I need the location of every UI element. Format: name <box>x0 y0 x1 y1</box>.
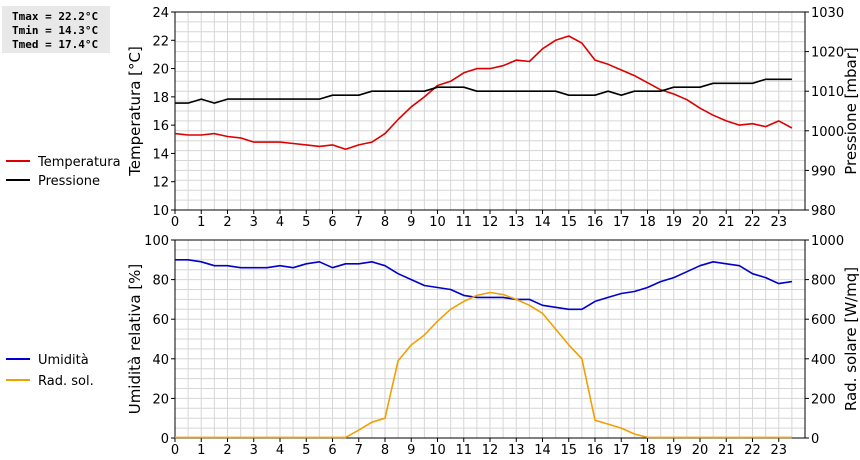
bottom-x-tick-label: 4 <box>276 443 284 458</box>
bottom-y-tick-label: 40 <box>152 353 169 368</box>
bottom-x-tick-label: 6 <box>328 443 336 458</box>
top-x-tick-label: 4 <box>276 215 284 230</box>
bottom-x-tick-label: 2 <box>223 443 231 458</box>
bottom-x-tick-label: 17 <box>613 443 630 458</box>
bottom-x-tick-label: 13 <box>508 443 525 458</box>
bottom-x-tick-label: 0 <box>171 443 179 458</box>
top-y-tick-label: 20 <box>152 63 169 78</box>
top-x-tick-label: 6 <box>328 215 336 230</box>
top-x-tick-label: 9 <box>407 215 415 230</box>
bottom-y2-tick-label: 600 <box>811 313 836 328</box>
top-y-tick-label: 16 <box>152 119 169 134</box>
stats-box: Tmax = 22.2°C Tmin = 14.3°C Tmed = 17.4°… <box>2 6 110 53</box>
bottom-x-tick-label: 10 <box>429 443 446 458</box>
top-y2-tick-label: 980 <box>811 204 836 219</box>
bottom-x-tick-label: 19 <box>665 443 682 458</box>
top-x-tick-label: 0 <box>171 215 179 230</box>
bottom-x-tick-label: 8 <box>381 443 389 458</box>
bottom-y2-tick-label: 200 <box>811 392 836 407</box>
top-x-tick-label: 1 <box>197 215 205 230</box>
tmax-label: Tmax = 22.2°C <box>12 10 99 23</box>
top-x-tick-label: 23 <box>770 215 787 230</box>
bottom-x-tick-label: 22 <box>744 443 761 458</box>
series-line-temperatura <box>174 35 793 150</box>
bottom-y-tick-label: 0 <box>161 432 169 447</box>
bottom-x-tick-label: 11 <box>455 443 472 458</box>
top-x-tick-label: 22 <box>744 215 761 230</box>
top-x-tick-label: 7 <box>355 215 363 230</box>
top-x-tick-label: 15 <box>560 215 577 230</box>
top-y-tick-label: 14 <box>152 147 169 162</box>
top-x-tick-label: 5 <box>302 215 310 230</box>
top-x-tick-label: 19 <box>665 215 682 230</box>
top-x-tick-label: 3 <box>250 215 258 230</box>
top-x-tick-label: 14 <box>534 215 551 230</box>
top-x-tick-label: 16 <box>587 215 604 230</box>
bottom-x-tick-label: 16 <box>587 443 604 458</box>
top-x-tick-label: 21 <box>718 215 735 230</box>
bottom-x-tick-label: 5 <box>302 443 310 458</box>
bottom-x-tick-label: 1 <box>197 443 205 458</box>
bottom-y2-tick-label: 400 <box>811 353 836 368</box>
bottom-y-axis-title: Umidità relativa [%] <box>126 264 144 415</box>
series-line-rad-sol <box>175 291 792 439</box>
bottom-y-tick-label: 60 <box>152 313 169 328</box>
tmed-label: Tmed = 17.4°C <box>12 38 99 51</box>
bottom-x-tick-label: 21 <box>718 443 735 458</box>
series-line-umidit <box>175 258 793 311</box>
bottom-x-tick-label: 20 <box>692 443 709 458</box>
legend-label-temperatura: Temperatura <box>37 155 121 170</box>
top-x-tick-label: 11 <box>455 215 472 230</box>
bottom-x-tick-label: 7 <box>355 443 363 458</box>
bottom-x-tick-label: 23 <box>770 443 787 458</box>
top-y-tick-label: 12 <box>152 176 169 191</box>
top-y-tick-label: 24 <box>152 6 169 21</box>
top-y2-tick-label: 1010 <box>811 85 844 100</box>
top-y-tick-label: 18 <box>152 91 169 106</box>
bottom-y2-axis-title: Rad. solare [W/mq] <box>842 267 860 411</box>
top-x-tick-label: 17 <box>613 215 630 230</box>
top-y2-tick-label: 990 <box>811 164 836 179</box>
top-y2-axis-title: Pressione [mbar] <box>842 47 860 175</box>
bottom-y2-tick-label: 1000 <box>811 234 844 249</box>
top-x-tick-label: 18 <box>639 215 656 230</box>
bottom-y2-tick-label: 0 <box>811 432 819 447</box>
top-y2-tick-label: 1000 <box>811 125 844 140</box>
legend-label-rad-sol: Rad. sol. <box>38 374 94 389</box>
top-x-tick-label: 10 <box>429 215 446 230</box>
top-x-tick-label: 8 <box>381 215 389 230</box>
bottom-x-tick-label: 9 <box>407 443 415 458</box>
legend-label-umidit: Umidità <box>38 353 89 368</box>
tmin-label: Tmin = 14.3°C <box>12 24 99 37</box>
bottom-y-tick-label: 20 <box>152 392 169 407</box>
top-y2-tick-label: 1020 <box>811 46 844 61</box>
top-x-tick-label: 2 <box>223 215 231 230</box>
top-y-tick-label: 22 <box>152 34 169 49</box>
bottom-x-tick-label: 14 <box>534 443 551 458</box>
bottom-y2-tick-label: 800 <box>811 274 836 289</box>
top-y2-tick-label: 1030 <box>811 6 844 21</box>
bottom-y-tick-label: 100 <box>144 234 169 249</box>
top-y-tick-label: 10 <box>152 204 169 219</box>
bottom-x-tick-label: 12 <box>482 443 499 458</box>
legend-label-pressione: Pressione <box>38 174 100 189</box>
series-line-pressione <box>175 78 792 104</box>
top-x-tick-label: 13 <box>508 215 525 230</box>
top-x-tick-label: 12 <box>482 215 499 230</box>
bottom-x-tick-label: 18 <box>639 443 656 458</box>
bottom-x-tick-label: 15 <box>560 443 577 458</box>
top-x-tick-label: 20 <box>692 215 709 230</box>
bottom-y-tick-label: 80 <box>152 274 169 289</box>
top-y-axis-title: Temperatura [°C] <box>126 46 144 177</box>
bottom-x-tick-label: 3 <box>250 443 258 458</box>
